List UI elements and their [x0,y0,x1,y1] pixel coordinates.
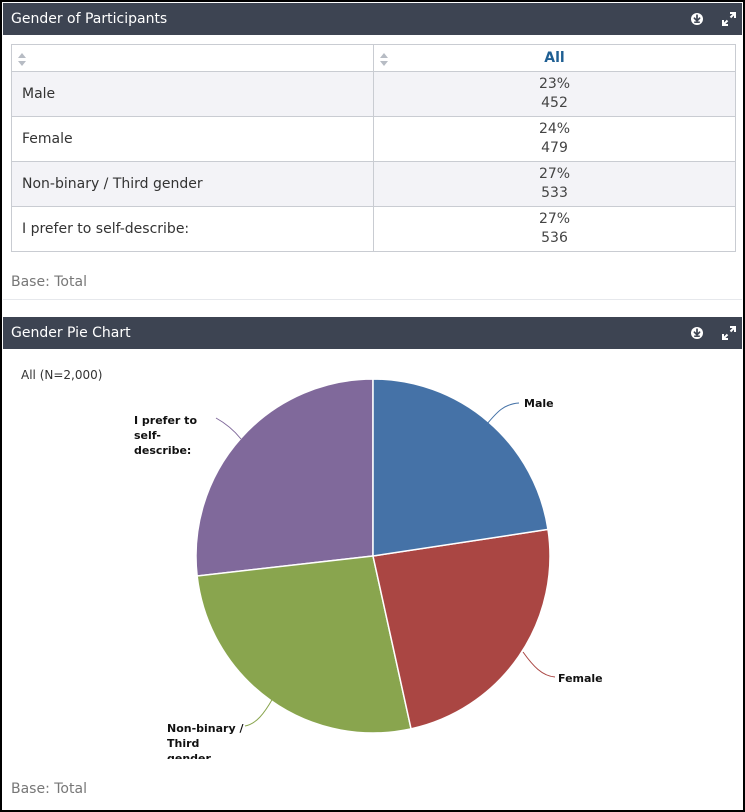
table-row: Female 24% 479 [11,116,736,162]
row-count: 452 [541,95,568,111]
connector-selfdescribe [215,417,242,440]
gender-table: All Male 23% 452 Female 24% 479 Non-bina… [11,44,736,252]
connector-nonbinary [244,697,274,727]
row-percent: 27% [538,211,571,227]
row-percent: 24% [538,121,571,137]
pie-label-male: Male [524,396,554,411]
pie-slice-female[interactable] [372,528,551,730]
row-value: 24% 479 [373,116,736,162]
row-label: I prefer to self-describe: [11,206,374,252]
pie-label-female: Female [558,671,603,686]
pie-label-nonbinary-line: Third [167,737,200,750]
pie-base-label: Base: Total [11,781,87,797]
row-label: Female [11,116,374,162]
table-row: Male 23% 452 [11,71,736,117]
row-count: 479 [541,140,568,156]
pie-label-selfdescribe-line: self- [134,429,161,442]
row-value: 27% 536 [373,206,736,252]
pie-label-nonbinary-line: Non-binary / [167,722,244,735]
table-panel-title: Gender of Participants [11,11,168,27]
row-percent: 23% [538,76,571,92]
table-header-row: All [11,44,736,72]
row-value: 23% 452 [373,71,736,117]
row-count: 533 [541,185,568,201]
pie-slice-male[interactable] [372,378,549,557]
pie-panel-title: Gender Pie Chart [11,325,131,341]
row-value: 27% 533 [373,161,736,207]
row-label: Male [11,71,374,117]
pie-label-female-text: Female [558,672,603,685]
connector-male [486,402,520,425]
table-panel-header: Gender of Participants [3,3,742,35]
pie-slice-nonbinary[interactable] [196,555,412,734]
table-base-label: Base: Total [11,274,87,290]
row-label: Non-binary / Third gender [11,161,374,207]
pie-label-nonbinary-line: gender [167,752,211,759]
table-row: I prefer to self-describe: 27% 536 [11,206,736,252]
table-row: Non-binary / Third gender 27% 533 [11,161,736,207]
all-column-header[interactable]: All [373,44,736,72]
row-percent: 27% [538,166,571,182]
sort-icon[interactable] [380,53,388,66]
row-count: 536 [541,230,568,246]
expand-icon[interactable] [721,325,737,341]
pie-label-selfdescribe-line: describe: [134,444,192,457]
all-column-label: All [544,50,565,66]
pie-slice-selfdescribe[interactable] [195,378,374,577]
expand-icon[interactable] [721,11,737,27]
panel-divider [3,299,742,300]
pie-panel-header: Gender Pie Chart [3,317,742,349]
pie-label-selfdescribe-line: I prefer to [134,414,197,427]
sort-icon[interactable] [18,53,26,66]
download-icon[interactable] [689,325,705,341]
download-icon[interactable] [689,11,705,27]
chart-n-label: All (N=2,000) [21,368,103,382]
pie-label-nonbinary: Non-binary / Third gender [167,721,244,759]
connector-female [522,651,556,678]
label-column-header[interactable] [11,44,374,72]
pie-label-male-text: Male [524,397,554,410]
pie-label-selfdescribe: I prefer to self- describe: [134,413,197,458]
